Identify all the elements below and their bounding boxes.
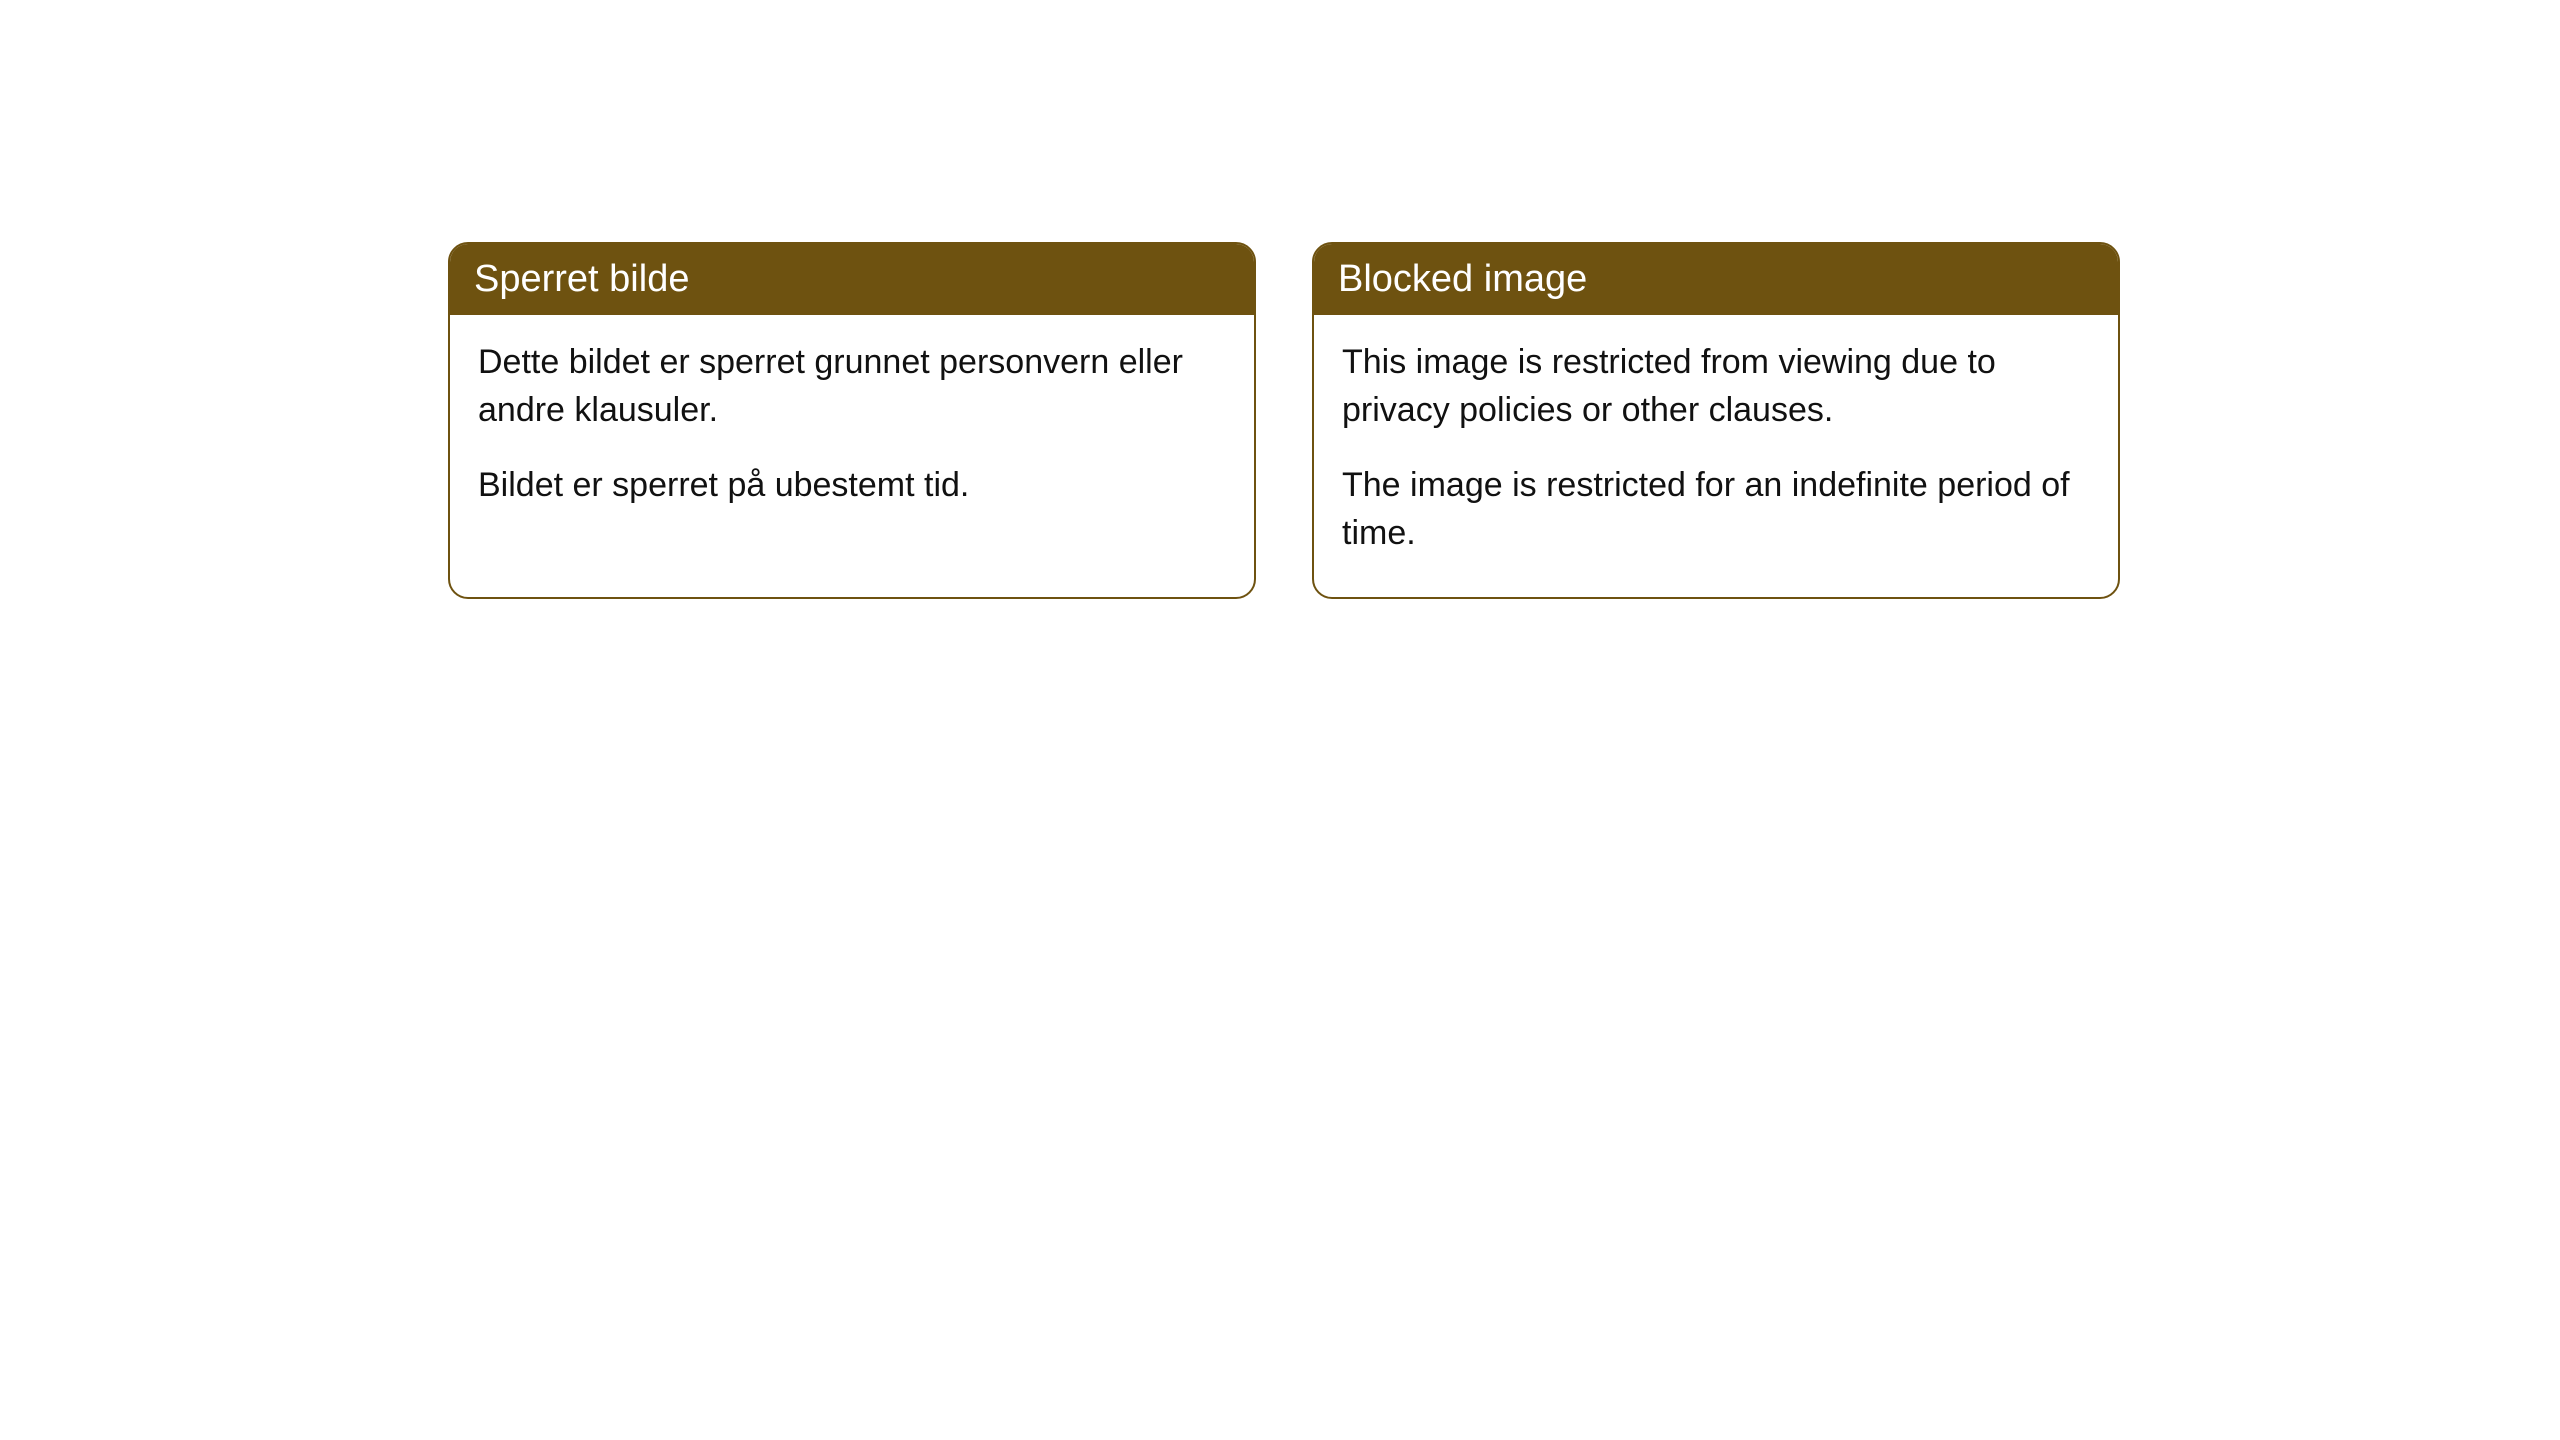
card-header-english: Blocked image: [1314, 244, 2118, 315]
card-text-norwegian-2: Bildet er sperret på ubestemt tid.: [478, 462, 1226, 510]
notice-card-english: Blocked image This image is restricted f…: [1312, 242, 2120, 599]
notice-container: Sperret bilde Dette bildet er sperret gr…: [0, 0, 2560, 599]
notice-card-norwegian: Sperret bilde Dette bildet er sperret gr…: [448, 242, 1256, 599]
card-text-norwegian-1: Dette bildet er sperret grunnet personve…: [478, 339, 1226, 434]
card-body-norwegian: Dette bildet er sperret grunnet personve…: [450, 315, 1254, 550]
card-text-english-1: This image is restricted from viewing du…: [1342, 339, 2090, 434]
card-text-english-2: The image is restricted for an indefinit…: [1342, 462, 2090, 557]
card-body-english: This image is restricted from viewing du…: [1314, 315, 2118, 597]
card-title-norwegian: Sperret bilde: [474, 258, 689, 300]
card-header-norwegian: Sperret bilde: [450, 244, 1254, 315]
card-title-english: Blocked image: [1338, 258, 1587, 300]
